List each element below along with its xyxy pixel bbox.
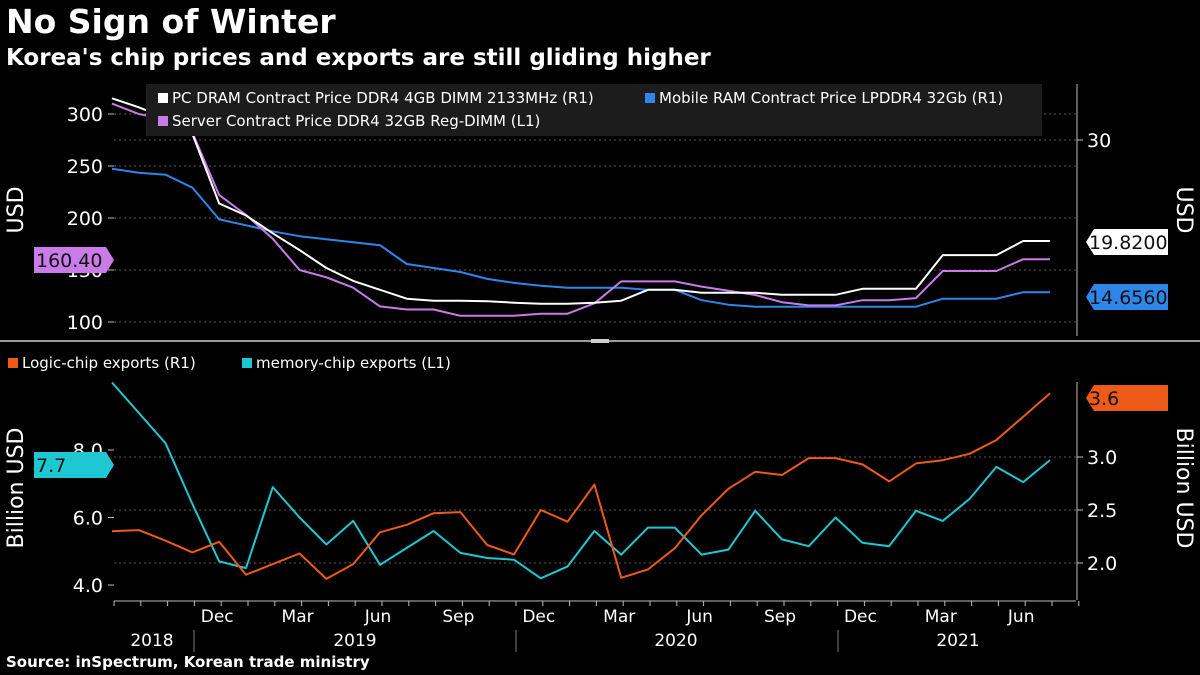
chart-subtitle: Korea's chip prices and exports are stil… bbox=[6, 45, 711, 71]
bottom-left-axis-label: Billion USD bbox=[4, 428, 29, 549]
memory-exports-line bbox=[111, 381, 1051, 580]
top-legend-swatch bbox=[645, 93, 655, 103]
bottom-right-tick-label: 3.0 bbox=[1087, 447, 1117, 469]
logic-last-value-label: 3.6 bbox=[1089, 388, 1119, 410]
mobile-ram-last-value-label: 14.6560 bbox=[1089, 287, 1168, 309]
bottom-right-axis-label: Billion USD bbox=[1171, 428, 1196, 549]
server-last-value-label: 160.40 bbox=[36, 250, 102, 272]
bottom-legend-label: memory-chip exports (L1) bbox=[256, 354, 451, 372]
bottom-legend-label: Logic-chip exports (R1) bbox=[22, 354, 196, 372]
mobile-ram-line bbox=[111, 167, 1050, 308]
memory-last-value-tag bbox=[34, 452, 114, 478]
x-year-label: 2021 bbox=[936, 631, 979, 651]
chart-title: No Sign of Winter bbox=[6, 2, 336, 41]
logic-last-value-tag bbox=[1086, 385, 1168, 411]
mobile-ram-last-value-tag bbox=[1086, 284, 1168, 310]
top-left-axis-label: USD bbox=[4, 186, 29, 233]
top-right-tick-label: 30 bbox=[1087, 130, 1111, 152]
bottom-right-tick-label: 2.0 bbox=[1087, 553, 1117, 575]
x-month-label: Dec bbox=[844, 607, 877, 627]
bottom-left-tick-label: 4.0 bbox=[73, 575, 103, 597]
top-left-tick-label: 200 bbox=[67, 208, 103, 230]
top-right-axis-label: USD bbox=[1171, 186, 1196, 233]
x-month-label: Jun bbox=[685, 607, 713, 627]
top-legend-label: Mobile RAM Contract Price LPDDR4 32Gb (R… bbox=[659, 89, 1003, 107]
server-last-value-tag bbox=[34, 247, 114, 273]
x-year-label: 2018 bbox=[130, 631, 173, 651]
x-month-label: Mar bbox=[282, 607, 314, 627]
x-month-label: Mar bbox=[603, 607, 635, 627]
x-year-label: 2019 bbox=[333, 631, 376, 651]
top-legend-box bbox=[146, 84, 1042, 136]
x-month-label: Dec bbox=[201, 607, 234, 627]
bottom-left-tick-label: 6.0 bbox=[73, 508, 103, 530]
top-legend-label: Server Contract Price DDR4 32GB Reg-DIMM… bbox=[172, 112, 540, 130]
logic-exports-line bbox=[111, 392, 1051, 580]
top-legend-swatch bbox=[158, 93, 168, 103]
server-price-line bbox=[111, 102, 1050, 317]
memory-last-value-label: 7.7 bbox=[36, 455, 66, 477]
x-year-label: 2020 bbox=[654, 631, 697, 651]
x-month-label: Mar bbox=[925, 607, 957, 627]
pc-dram-last-value-label: 19.8200 bbox=[1089, 232, 1168, 254]
source-note: Source: inSpectrum, Korean trade ministr… bbox=[6, 653, 370, 671]
bottom-legend-swatch bbox=[8, 358, 18, 368]
top-left-tick-label: 250 bbox=[67, 156, 103, 178]
x-month-label: Sep bbox=[442, 607, 474, 627]
pc-dram-line bbox=[111, 97, 1050, 305]
pc-dram-last-value-tag bbox=[1086, 229, 1168, 255]
top-legend-label: PC DRAM Contract Price DDR4 4GB DIMM 213… bbox=[172, 89, 594, 107]
top-left-tick-label: 300 bbox=[67, 104, 103, 126]
x-month-label: Jun bbox=[1007, 607, 1035, 627]
bottom-legend-swatch bbox=[242, 358, 252, 368]
bottom-right-tick-label: 2.5 bbox=[1087, 500, 1117, 522]
x-month-label: Dec bbox=[522, 607, 555, 627]
top-left-tick-label: 100 bbox=[67, 312, 103, 334]
x-month-label: Jun bbox=[364, 607, 392, 627]
top-legend-swatch bbox=[158, 116, 168, 126]
x-month-label: Sep bbox=[764, 607, 796, 627]
